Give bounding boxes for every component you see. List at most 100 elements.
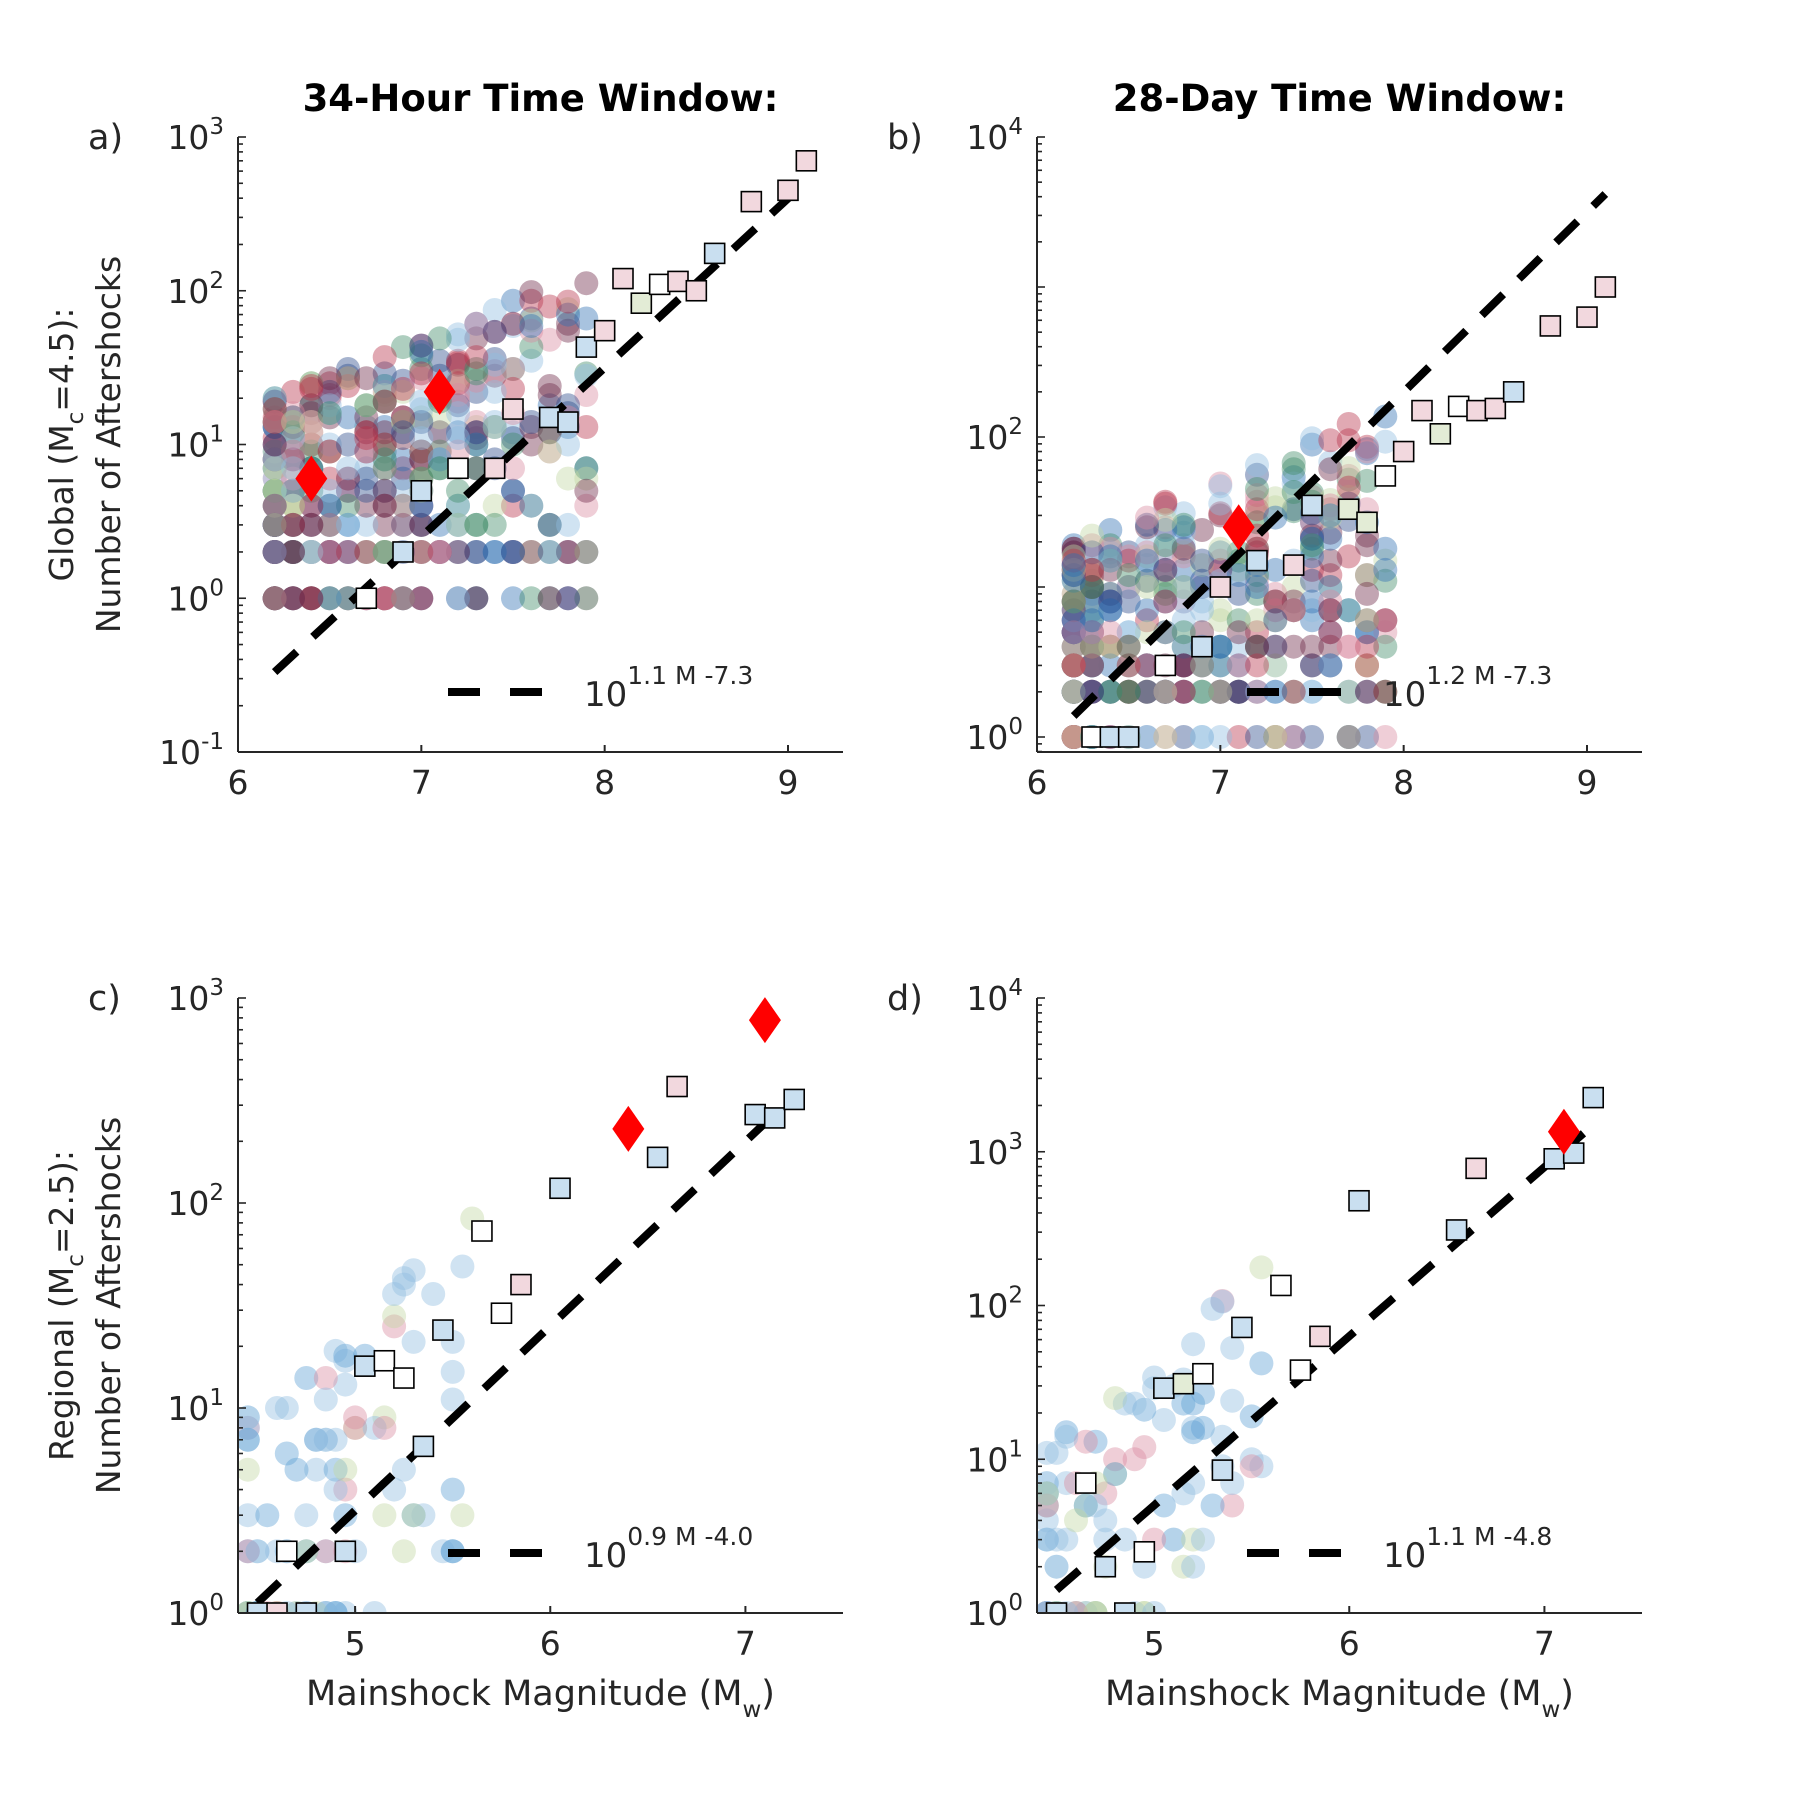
event-circle	[1116, 634, 1141, 659]
event-circle	[1064, 1601, 1088, 1613]
event-circle	[1281, 679, 1306, 704]
event-circle	[299, 401, 324, 426]
event-circle	[1037, 1440, 1059, 1465]
event-circle	[1061, 679, 1086, 704]
x-tick-label: 9	[778, 763, 799, 802]
event-circle	[262, 456, 287, 481]
event-circle	[1061, 544, 1086, 569]
event-circle	[1336, 475, 1361, 500]
event-circle	[262, 512, 287, 537]
event-circle	[1135, 568, 1159, 593]
binned-square	[471, 1220, 493, 1242]
event-circle	[1181, 1420, 1206, 1445]
event-circle	[1080, 608, 1104, 633]
event-circle	[409, 426, 434, 451]
event-circle	[1061, 620, 1086, 645]
event-circle	[1373, 557, 1398, 582]
event-circle	[1318, 598, 1343, 623]
event-circle	[372, 361, 397, 386]
event-circle	[255, 1503, 280, 1528]
event-circle	[317, 540, 342, 564]
event-circle	[1080, 557, 1104, 582]
event-circle	[1355, 653, 1379, 678]
event-circle	[519, 586, 544, 611]
x-tick-label: 6	[1027, 763, 1048, 802]
event-circle	[409, 343, 434, 368]
event-circle	[262, 540, 287, 564]
binned-square	[354, 1355, 376, 1377]
binned-square	[275, 1540, 298, 1563]
event-circle	[281, 447, 305, 472]
event-circle	[1061, 725, 1086, 749]
event-circle	[1153, 620, 1178, 645]
event-circle	[1153, 575, 1178, 599]
event-circle	[1263, 725, 1288, 749]
event-circle	[1098, 598, 1123, 623]
event-circle	[262, 415, 287, 439]
event-circle	[1061, 679, 1086, 704]
event-circle	[1061, 653, 1086, 678]
event-circle	[299, 439, 324, 464]
event-circle	[262, 540, 287, 564]
event-circle	[317, 493, 342, 518]
event-circle	[262, 586, 287, 611]
event-circle	[238, 1405, 260, 1430]
event-circle	[1061, 679, 1086, 704]
event-circle	[262, 389, 287, 414]
event-circle	[1135, 568, 1159, 593]
event-circle	[372, 478, 397, 503]
event-circle	[238, 1427, 260, 1452]
x-tick-label: 6	[540, 1624, 561, 1663]
event-circle	[262, 540, 287, 564]
event-circle	[1336, 456, 1361, 481]
event-circle	[1061, 608, 1086, 633]
event-circle	[336, 540, 360, 564]
event-circle	[1061, 581, 1086, 606]
event-circle	[262, 447, 287, 472]
event-circle	[1208, 679, 1233, 704]
event-circle	[1220, 1388, 1245, 1413]
event-circle	[391, 586, 415, 611]
event-circle	[1061, 679, 1086, 704]
event-circle	[354, 415, 379, 439]
event-circle	[1355, 468, 1379, 493]
binned-square	[1192, 1362, 1214, 1385]
event-circle	[262, 478, 287, 503]
event-circle	[1226, 653, 1251, 678]
event-circle	[1061, 725, 1086, 749]
event-circle	[1281, 598, 1306, 623]
event-circle	[262, 478, 287, 503]
event-circle	[1116, 548, 1141, 573]
event-circle	[1190, 1380, 1215, 1405]
event-circle	[391, 512, 415, 537]
event-circle	[262, 432, 287, 457]
event-circle	[299, 410, 324, 434]
event-circle	[1318, 497, 1343, 522]
event-circle	[1153, 507, 1178, 532]
event-circle	[1226, 679, 1251, 704]
event-circle	[1061, 540, 1086, 565]
mainshock-diamond	[1547, 1108, 1580, 1155]
event-circle	[391, 405, 415, 430]
event-circle	[262, 447, 287, 472]
event-circle	[1061, 653, 1086, 678]
event-circle	[501, 478, 525, 503]
event-circle	[262, 426, 287, 451]
event-circle	[372, 586, 397, 611]
event-circle	[1373, 679, 1398, 704]
event-circle	[446, 426, 470, 451]
event-circle	[317, 493, 342, 518]
event-circle	[501, 357, 525, 381]
event-circle	[446, 478, 470, 503]
event-circle	[1190, 679, 1214, 704]
event-circle	[409, 397, 434, 422]
event-circle	[313, 1539, 338, 1564]
event-circle	[354, 540, 379, 564]
event-circle	[1080, 568, 1104, 593]
event-circle	[299, 432, 324, 457]
y-tick-label: 100	[966, 1590, 1023, 1633]
event-circle	[464, 586, 489, 611]
event-circle	[446, 586, 470, 611]
event-circle	[446, 493, 470, 518]
binned-square	[1466, 399, 1488, 422]
